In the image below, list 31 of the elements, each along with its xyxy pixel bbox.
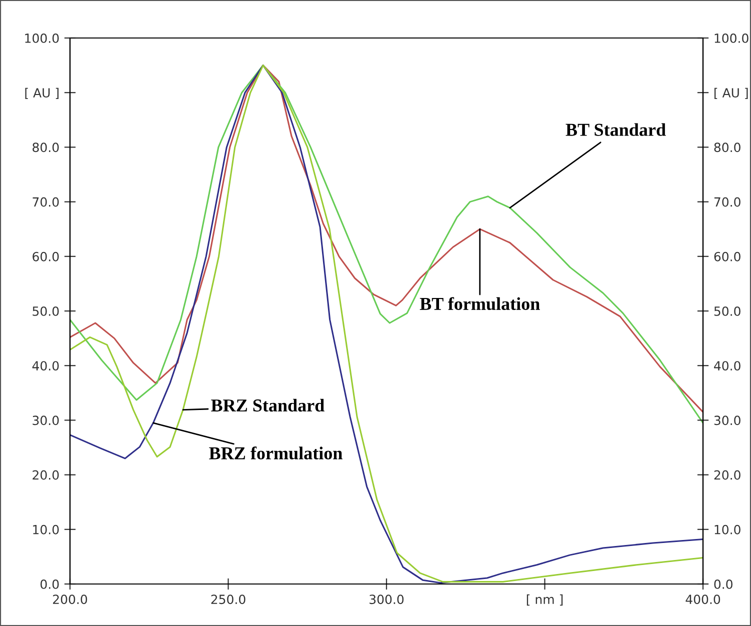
y-tick-label: 20.0 — [32, 470, 59, 480]
x-tick-label: 400.0 — [686, 594, 720, 604]
y2-tick-label: 30.0 — [714, 416, 740, 426]
y2-tick-label: 0.0 — [714, 579, 732, 589]
y2-tick-label: 100.0 — [714, 33, 748, 43]
y2-tick-label: 40.0 — [714, 361, 740, 371]
y-tick-label: 40.0 — [32, 361, 59, 371]
y-tick-label: 100.0 — [25, 33, 59, 43]
annotation: BRZ formulation — [209, 446, 342, 460]
y2-tick-label: 80.0 — [714, 142, 740, 152]
annotation: BT Standard — [566, 123, 666, 136]
x-tick-label: 250.0 — [211, 594, 246, 604]
y-tick-label: 60.0 — [32, 252, 59, 262]
annotation: BRZ Standard — [211, 398, 324, 412]
x-tick-label: 200.0 — [53, 594, 88, 604]
x-tick-label: 300.0 — [370, 594, 404, 604]
y-tick-label: [ AU ] — [25, 88, 59, 99]
y2-tick-label: 10.0 — [714, 524, 740, 534]
y-tick-label: 30.0 — [32, 416, 59, 426]
y-tick-label: 80.0 — [32, 142, 59, 152]
x-tick-label: [ nm ] — [526, 594, 563, 606]
annotation: BT formulation — [420, 297, 540, 310]
y-tick-label: 50.0 — [32, 306, 59, 316]
y2-tick-label: 20.0 — [714, 470, 740, 480]
y2-tick-label: 60.0 — [714, 252, 740, 262]
y-tick-label: 0.0 — [40, 579, 59, 589]
y2-tick-label: [ AU ] — [714, 88, 748, 99]
y-tick-label: 10.0 — [33, 524, 59, 534]
y2-tick-label: 50.0 — [714, 306, 740, 316]
y2-tick-label: 70.0 — [714, 197, 740, 207]
y-tick-label: 70.0 — [32, 197, 59, 207]
